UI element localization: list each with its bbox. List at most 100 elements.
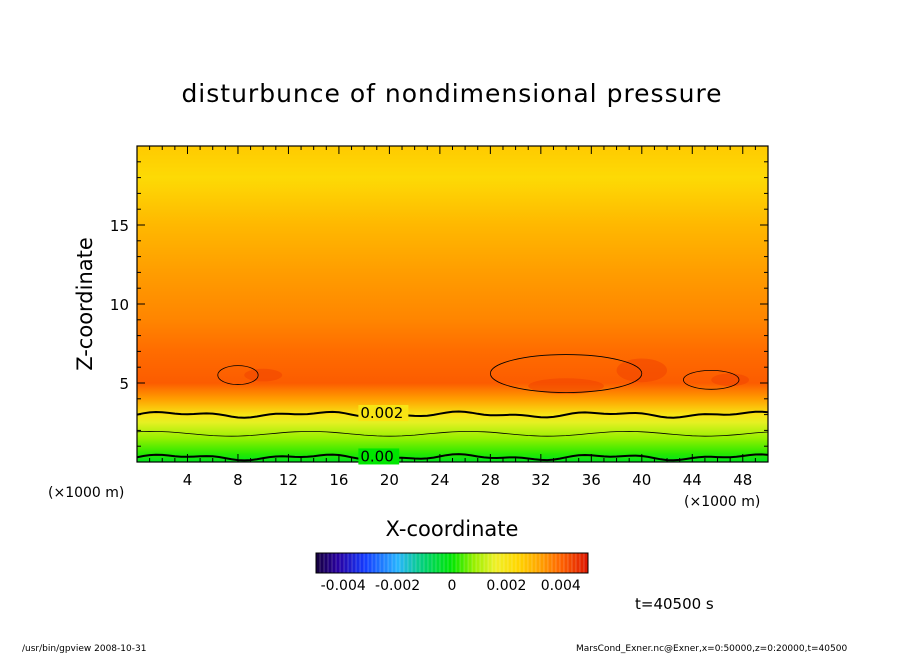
field-fill xyxy=(137,146,768,462)
colorbar-swatch xyxy=(436,553,441,573)
colorbar-swatch xyxy=(372,553,377,573)
colorbar-swatch xyxy=(448,553,453,573)
y-axis-label: Z-coordinate xyxy=(73,237,97,371)
field-maximum xyxy=(244,368,283,382)
x-tick-label: 44 xyxy=(683,471,702,489)
colorbar-swatch xyxy=(364,553,369,573)
colorbar-tick-label: -0.002 xyxy=(375,578,420,594)
colorbar-swatch xyxy=(540,553,545,573)
colorbar-swatch xyxy=(484,553,489,573)
colorbar-swatch xyxy=(564,553,569,573)
x-tick-label: 20 xyxy=(380,471,399,489)
colorbar-swatch xyxy=(380,553,385,573)
colorbar-swatch xyxy=(376,553,381,573)
x-tick-label: 8 xyxy=(233,471,243,489)
colorbar-swatch xyxy=(492,553,497,573)
colorbar-swatch xyxy=(416,553,421,573)
colorbar-swatch xyxy=(552,553,557,573)
colorbar-swatch xyxy=(560,553,565,573)
colorbar-swatch xyxy=(352,553,357,573)
x-tick-label: 48 xyxy=(733,471,752,489)
colorbar-swatch xyxy=(428,553,433,573)
colorbar-swatch xyxy=(464,553,469,573)
colorbar-swatch xyxy=(420,553,425,573)
colorbar-swatch xyxy=(444,553,449,573)
x-tick-label: 12 xyxy=(279,471,298,489)
colorbar-swatch xyxy=(556,553,561,573)
colorbar-swatch xyxy=(512,553,517,573)
colorbar-swatch xyxy=(568,553,573,573)
x-tick-label: 36 xyxy=(582,471,601,489)
x-axis-label: X-coordinate xyxy=(386,517,519,541)
colorbar-swatch xyxy=(392,553,397,573)
colorbar-swatch xyxy=(504,553,509,573)
chart-title: disturbunce of nondimensional pressure xyxy=(181,79,722,108)
colorbar-swatch xyxy=(412,553,417,573)
field-maximum xyxy=(711,373,750,387)
x-tick-label: 16 xyxy=(329,471,348,489)
x-tick-label: 24 xyxy=(430,471,449,489)
contour-closed xyxy=(683,369,740,390)
colorbar-swatch xyxy=(316,553,321,573)
colorbar-swatch xyxy=(480,553,485,573)
contour-lines xyxy=(137,354,768,462)
colorbar-swatch xyxy=(368,553,373,573)
colorbar-swatch xyxy=(524,553,529,573)
contour-line xyxy=(137,453,768,462)
colorbar-swatch xyxy=(360,553,365,573)
x-tick-label: 4 xyxy=(183,471,193,489)
colorbar-swatch xyxy=(408,553,413,573)
footer-left: /usr/bin/gpview 2008-10-31 xyxy=(22,644,146,654)
colorbar xyxy=(315,553,589,573)
colorbar-swatch xyxy=(328,553,333,573)
field-maximum xyxy=(616,358,668,383)
colorbar-swatch xyxy=(384,553,389,573)
colorbar-swatch xyxy=(440,553,445,573)
colorbar-swatch xyxy=(400,553,405,573)
colorbar-tick-label: -0.004 xyxy=(321,578,366,594)
colorbar-tick-label: 0.004 xyxy=(541,578,581,594)
colorbar-swatch xyxy=(532,553,537,573)
colorbar-swatch xyxy=(452,553,457,573)
field-maximum xyxy=(528,378,604,395)
colorbar-swatch xyxy=(460,553,465,573)
plot-area xyxy=(137,146,768,462)
colorbar-swatch xyxy=(580,553,585,573)
colorbar-frame xyxy=(315,552,589,574)
colorbar-swatch xyxy=(340,553,345,573)
colorbar-swatch xyxy=(320,553,325,573)
x-tick-label: 28 xyxy=(481,471,500,489)
contour-line xyxy=(137,410,768,419)
colorbar-swatch xyxy=(544,553,549,573)
colorbar-swatch xyxy=(516,553,521,573)
colorbar-swatch xyxy=(324,553,329,573)
colorbar-labels: -0.004 -0.002 0 0.002 0.004 xyxy=(321,578,581,594)
contour-line xyxy=(137,430,768,437)
time-label: t=40500 s xyxy=(635,595,714,613)
contour-label-bg xyxy=(358,405,409,422)
colorbar-swatch xyxy=(388,553,393,573)
colorbar-swatch xyxy=(576,553,581,573)
colorbar-swatch xyxy=(432,553,437,573)
colorbar-swatch xyxy=(356,553,361,573)
contour-labels: 0.002 0.00 xyxy=(358,404,409,465)
y-tick-label: 5 xyxy=(119,375,129,393)
colorbar-swatch xyxy=(508,553,513,573)
x-axis-unit: (×1000 m) xyxy=(684,494,760,510)
colorbar-swatch xyxy=(500,553,505,573)
colorbar-swatch xyxy=(404,553,409,573)
x-tick-label: 40 xyxy=(632,471,651,489)
colorbar-swatch xyxy=(528,553,533,573)
footer-right: MarsCond_Exner.nc@Exner,x=0:50000,z=0:20… xyxy=(576,644,847,654)
colorbar-swatch xyxy=(348,553,353,573)
colorbar-swatch xyxy=(396,553,401,573)
colorbar-swatch xyxy=(468,553,473,573)
colorbar-swatch xyxy=(332,553,337,573)
contour-label: 0.002 xyxy=(360,404,403,422)
colorbar-tick-label: 0.002 xyxy=(486,578,526,594)
contour-label: 0.00 xyxy=(360,447,393,465)
y-tick-label: 15 xyxy=(110,217,129,235)
colorbar-swatch xyxy=(584,553,589,573)
colorbar-swatch xyxy=(472,553,477,573)
